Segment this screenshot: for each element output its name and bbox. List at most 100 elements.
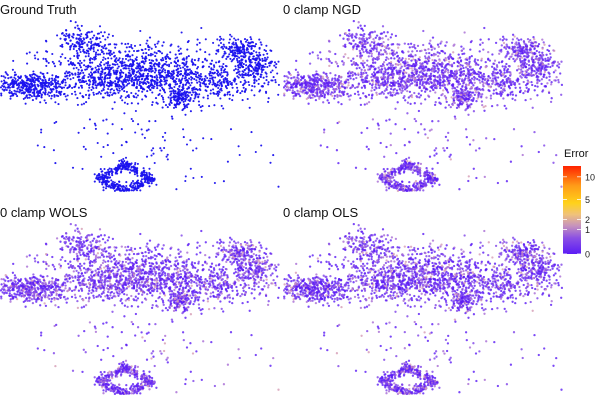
data-point: [257, 60, 260, 63]
data-point: [127, 188, 130, 191]
data-point: [347, 81, 350, 84]
data-point: [226, 93, 229, 96]
data-point: [125, 140, 128, 143]
data-point: [505, 62, 508, 66]
data-point: [50, 97, 53, 100]
data-point: [355, 67, 358, 70]
data-point: [94, 71, 97, 74]
data-point: [487, 85, 490, 88]
data-point: [492, 71, 495, 75]
data-point: [24, 96, 27, 99]
data-point: [89, 61, 92, 64]
data-point: [393, 87, 397, 91]
data-point: [470, 77, 474, 80]
data-point: [50, 94, 53, 97]
data-point: [383, 70, 386, 73]
data-point: [163, 139, 166, 142]
data-point: [359, 40, 362, 43]
data-point: [377, 57, 380, 60]
data-point: [381, 81, 385, 84]
data-point: [64, 95, 67, 98]
data-point: [258, 47, 261, 50]
data-point: [380, 68, 383, 71]
data-point: [64, 56, 67, 60]
data-point: [145, 95, 148, 98]
data-point: [2, 82, 5, 85]
data-point: [41, 86, 44, 89]
data-point: [529, 73, 533, 76]
data-point: [213, 72, 216, 75]
data-point: [510, 83, 513, 87]
data-point: [538, 79, 541, 82]
data-point: [226, 77, 229, 81]
data-point: [374, 36, 377, 39]
data-point: [104, 57, 107, 60]
data-point: [228, 45, 231, 48]
data-point: [369, 49, 373, 53]
data-point: [136, 94, 139, 97]
data-point: [365, 102, 369, 105]
data-point: [209, 72, 212, 75]
data-point: [301, 91, 304, 94]
data-point: [69, 20, 72, 23]
data-point: [176, 102, 179, 105]
data-point: [397, 46, 400, 49]
data-point: [0, 80, 3, 83]
data-point: [404, 57, 407, 61]
data-point: [447, 79, 450, 82]
data-point: [63, 34, 66, 37]
data-point: [100, 67, 103, 70]
data-point: [243, 56, 246, 59]
data-point: [391, 69, 394, 72]
data-point: [489, 85, 492, 89]
data-point: [144, 57, 147, 60]
data-point: [181, 109, 184, 112]
data-point: [162, 64, 165, 67]
data-point: [254, 45, 257, 48]
data-point: [341, 90, 344, 93]
data-point: [145, 129, 148, 132]
data-point: [176, 97, 179, 100]
data-point: [108, 76, 111, 79]
data-point: [13, 89, 16, 92]
data-point: [130, 169, 133, 172]
data-point: [131, 54, 134, 57]
data-point: [489, 76, 492, 80]
data-point: [112, 69, 115, 72]
data-point: [483, 26, 486, 30]
data-point: [520, 50, 524, 53]
data-point: [106, 94, 109, 97]
data-point: [92, 76, 95, 79]
data-point: [216, 72, 219, 75]
data-point: [149, 88, 152, 92]
data-point: [118, 159, 121, 162]
data-point: [231, 99, 234, 102]
data-point: [229, 33, 232, 36]
data-point: [264, 63, 267, 66]
data-point: [77, 27, 81, 30]
data-point: [257, 78, 260, 81]
data-point: [111, 174, 114, 177]
data-point: [242, 76, 245, 79]
data-point: [369, 44, 372, 47]
data-point: [183, 64, 186, 67]
data-point: [85, 101, 88, 104]
data-point: [95, 51, 98, 54]
data-point: [466, 58, 469, 62]
data-point: [92, 50, 95, 53]
data-point: [110, 84, 113, 87]
data-point: [377, 66, 380, 69]
data-point: [388, 62, 391, 65]
data-point: [356, 85, 360, 88]
data-point: [126, 82, 129, 86]
data-point: [555, 75, 558, 79]
data-point: [123, 61, 126, 64]
data-point: [534, 41, 538, 44]
data-point: [219, 41, 223, 45]
data-point: [414, 68, 417, 71]
data-point: [156, 102, 159, 105]
data-point: [108, 167, 111, 170]
data-point: [107, 168, 110, 171]
data-point: [494, 78, 497, 81]
data-point: [265, 79, 268, 82]
